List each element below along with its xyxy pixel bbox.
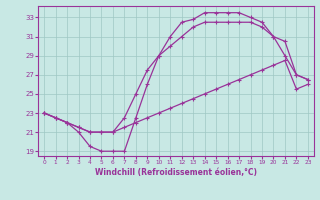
- X-axis label: Windchill (Refroidissement éolien,°C): Windchill (Refroidissement éolien,°C): [95, 168, 257, 177]
